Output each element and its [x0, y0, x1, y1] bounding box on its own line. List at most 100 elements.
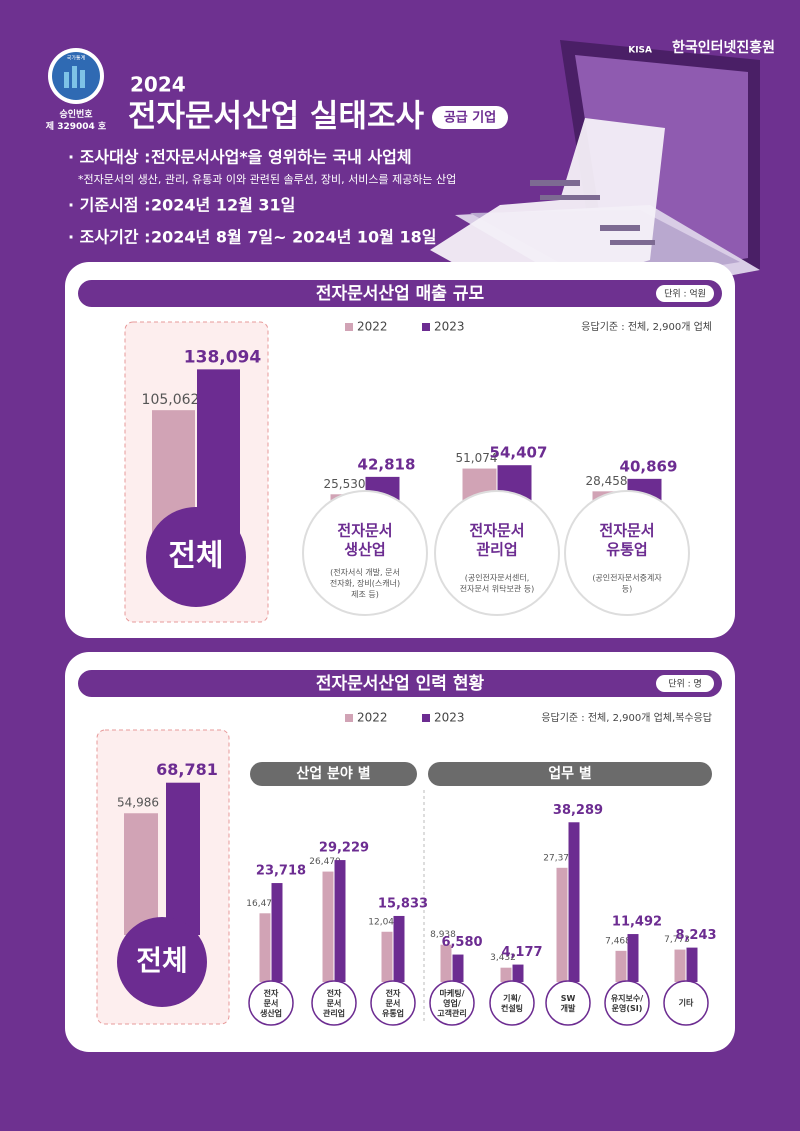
- category-circle: [545, 980, 591, 1026]
- category-note: (공인전자문서센터, 전자문서 위탁보관 등): [460, 572, 534, 593]
- bar: [674, 949, 686, 982]
- value-label: 42,818: [358, 455, 416, 473]
- legend-swatch: [422, 714, 430, 722]
- category-label: 기획/컨설팅: [501, 993, 523, 1013]
- category-label: 마케팅/영업/고객관리: [437, 988, 466, 1018]
- category-circle: [604, 980, 650, 1026]
- bar: [568, 822, 580, 982]
- value-label: 26,470: [309, 857, 341, 867]
- category-note: (전자서식 개발, 문서 전자화, 장비(스캐너) 제조 등): [330, 567, 400, 599]
- value-label: 16,471: [246, 899, 278, 909]
- item-label: · 조사기간 :: [68, 228, 151, 247]
- category-circle: [302, 490, 428, 616]
- value-label: 7,468: [605, 936, 631, 946]
- bar: [124, 813, 158, 935]
- category-circle: [663, 980, 709, 1026]
- legend-label: 2023: [434, 711, 465, 725]
- value-label: 138,094: [184, 347, 262, 367]
- section-bar: [78, 670, 722, 697]
- category-label: 유지보수/운영(SI): [611, 993, 643, 1013]
- value-label: 4,177: [501, 945, 542, 960]
- legend-label: 2022: [357, 711, 388, 725]
- category-label: 전체: [168, 539, 223, 574]
- category-circle: [370, 980, 416, 1026]
- logo-bars: [64, 66, 85, 88]
- value-label: 15,833: [378, 896, 428, 911]
- bar: [500, 967, 512, 982]
- bar: [615, 950, 627, 982]
- value-label: 29,229: [319, 841, 369, 856]
- org-mark: KISA: [628, 46, 652, 56]
- section-title: 전자문서산업 인력 현황: [316, 674, 485, 694]
- value-label: 105,062: [142, 392, 200, 408]
- logo-text: 국가통계: [67, 55, 86, 62]
- category-note: (공인전자문서중계자 등): [592, 572, 662, 593]
- category-label: SW 개발: [561, 994, 576, 1013]
- badge: [432, 106, 508, 129]
- value-label: 54,986: [117, 796, 159, 810]
- value-label: 51,074: [456, 451, 498, 465]
- legend-label: 2022: [357, 320, 388, 334]
- note: 응답기준 : 전체, 2,900개 업체: [581, 320, 712, 333]
- badge-text: 공급 기업: [444, 111, 496, 126]
- category-circle: [489, 980, 535, 1026]
- group-pill: [428, 762, 712, 786]
- bar: [452, 954, 464, 982]
- bar: [512, 964, 524, 982]
- note: 응답기준 : 전체, 2,900개 업체,복수응답: [541, 711, 712, 724]
- legend-label: 2023: [434, 320, 465, 334]
- bar: [686, 947, 698, 982]
- category-label: 전체: [136, 944, 188, 977]
- unit-pill: [656, 675, 714, 692]
- total-circle: [117, 917, 207, 1007]
- laptop-illustration: [430, 40, 760, 300]
- item-label: · 조사대상 :: [68, 148, 151, 167]
- item-label: · 기준시점 :: [68, 196, 151, 215]
- category-circle: [429, 980, 475, 1026]
- unit: 단위 : 명: [668, 679, 702, 690]
- value-label: 68,781: [156, 760, 218, 779]
- legend-swatch: [422, 323, 430, 331]
- item-text: 2024년 12월 31일: [151, 196, 295, 215]
- legend-swatch: [345, 323, 353, 331]
- bar: [271, 883, 283, 982]
- category-circle: [434, 490, 560, 616]
- value-label: 38,289: [553, 803, 603, 818]
- bar: [259, 913, 271, 982]
- value-label: 8,938: [430, 930, 456, 940]
- year: 2024: [130, 73, 186, 97]
- bar: [393, 915, 405, 982]
- value-label: 6,580: [441, 935, 482, 950]
- section-bar: [78, 280, 722, 307]
- total-circle: [146, 507, 246, 607]
- category-circle: [311, 980, 357, 1026]
- unit-pill: [656, 285, 714, 302]
- value-label: 23,718: [256, 864, 306, 879]
- value-label: 7,773: [664, 935, 690, 945]
- value-label: 54,407: [490, 444, 548, 462]
- group-label: 산업 분야 별: [296, 765, 370, 782]
- approval: 승인번호 제 329004 호: [46, 108, 107, 132]
- bar: [166, 782, 200, 935]
- bar: [381, 931, 393, 982]
- bar: [440, 944, 452, 982]
- group-label: 업무 별: [548, 765, 592, 782]
- category-circle: [248, 980, 294, 1026]
- item-text: 2024년 8월 7일~ 2024년 10월 18일: [151, 228, 436, 247]
- value-label: 8,243: [675, 928, 716, 943]
- group-pill: [250, 762, 417, 786]
- section-title: 전자문서산업 매출 규모: [316, 284, 485, 304]
- bar: [334, 860, 346, 982]
- category-circle: [564, 490, 690, 616]
- value-label: 27,375: [543, 853, 575, 863]
- item-text: 전자문서사업*을 영위하는 국내 사업체: [151, 148, 412, 167]
- title: 전자문서산업 실태조사: [128, 99, 424, 135]
- org-name: 한국인터넷진흥원: [672, 39, 775, 56]
- item-note: *전자문서의 생산, 관리, 유통과 이와 관련된 솔루션, 장비, 서비스를 …: [78, 172, 456, 186]
